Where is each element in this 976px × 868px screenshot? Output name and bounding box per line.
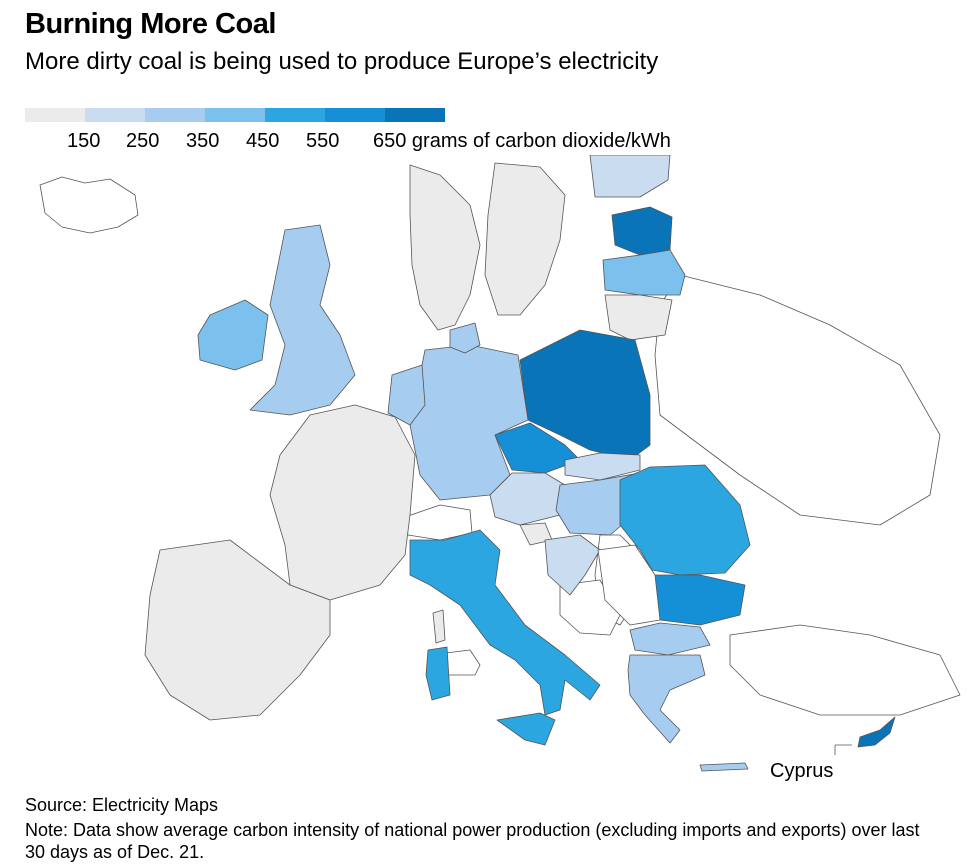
map-region <box>611 206 673 256</box>
map-region <box>597 544 661 626</box>
map-region <box>249 224 356 416</box>
map-region <box>39 176 139 234</box>
map-region <box>484 162 566 316</box>
legend-tick-label: 650 grams of carbon dioxide/kWh <box>373 130 671 152</box>
chart-subtitle: More dirty coal is being used to produce… <box>25 48 659 75</box>
map-region <box>619 464 751 576</box>
legend-swatch-6 <box>325 108 385 122</box>
map-region <box>197 299 269 371</box>
cyprus-inset <box>857 716 896 748</box>
map-region <box>432 609 446 644</box>
legend-swatch-7 <box>385 108 445 122</box>
map-region <box>544 534 601 596</box>
map-region <box>409 529 601 716</box>
legend-tick-label: 550 <box>306 130 340 152</box>
map-region <box>627 654 706 744</box>
map-region <box>654 274 941 526</box>
map-region <box>519 329 651 461</box>
legend-swatch-4 <box>205 108 265 122</box>
map-region <box>387 364 426 426</box>
note-text: Note: Data show average carbon intensity… <box>25 820 920 862</box>
map-region <box>699 762 749 772</box>
legend-swatch-2 <box>85 108 145 122</box>
map-region <box>649 574 746 626</box>
legend-tick-label: 250 <box>126 130 160 152</box>
legend-swatch-3 <box>145 108 205 122</box>
map-region <box>629 622 711 656</box>
color-legend: 150 250 350 450 550 650 grams of carbon … <box>25 108 825 158</box>
map-region <box>564 452 641 481</box>
legend-tick-label: 150 <box>67 130 101 152</box>
map-region <box>409 164 481 331</box>
cyprus-label: Cyprus <box>770 760 834 782</box>
legend-tick-label: 450 <box>246 130 280 152</box>
legend-tick-label: 350 <box>186 130 220 152</box>
chart-title: Burning More Coal <box>25 8 276 40</box>
europe-map <box>39 155 961 772</box>
legend-swatch-5 <box>265 108 325 122</box>
map-region <box>449 322 481 354</box>
legend-swatch-1 <box>25 108 85 122</box>
map-region <box>729 624 961 716</box>
map-region <box>496 712 556 746</box>
map-region <box>589 155 671 198</box>
map-region <box>269 404 416 601</box>
map-region <box>604 294 673 341</box>
cyprus-inset-marker <box>834 744 852 755</box>
map-region <box>425 646 451 701</box>
map-region <box>144 539 331 721</box>
source-text: Source: Electricity Maps <box>25 795 219 815</box>
map-region <box>602 249 686 296</box>
